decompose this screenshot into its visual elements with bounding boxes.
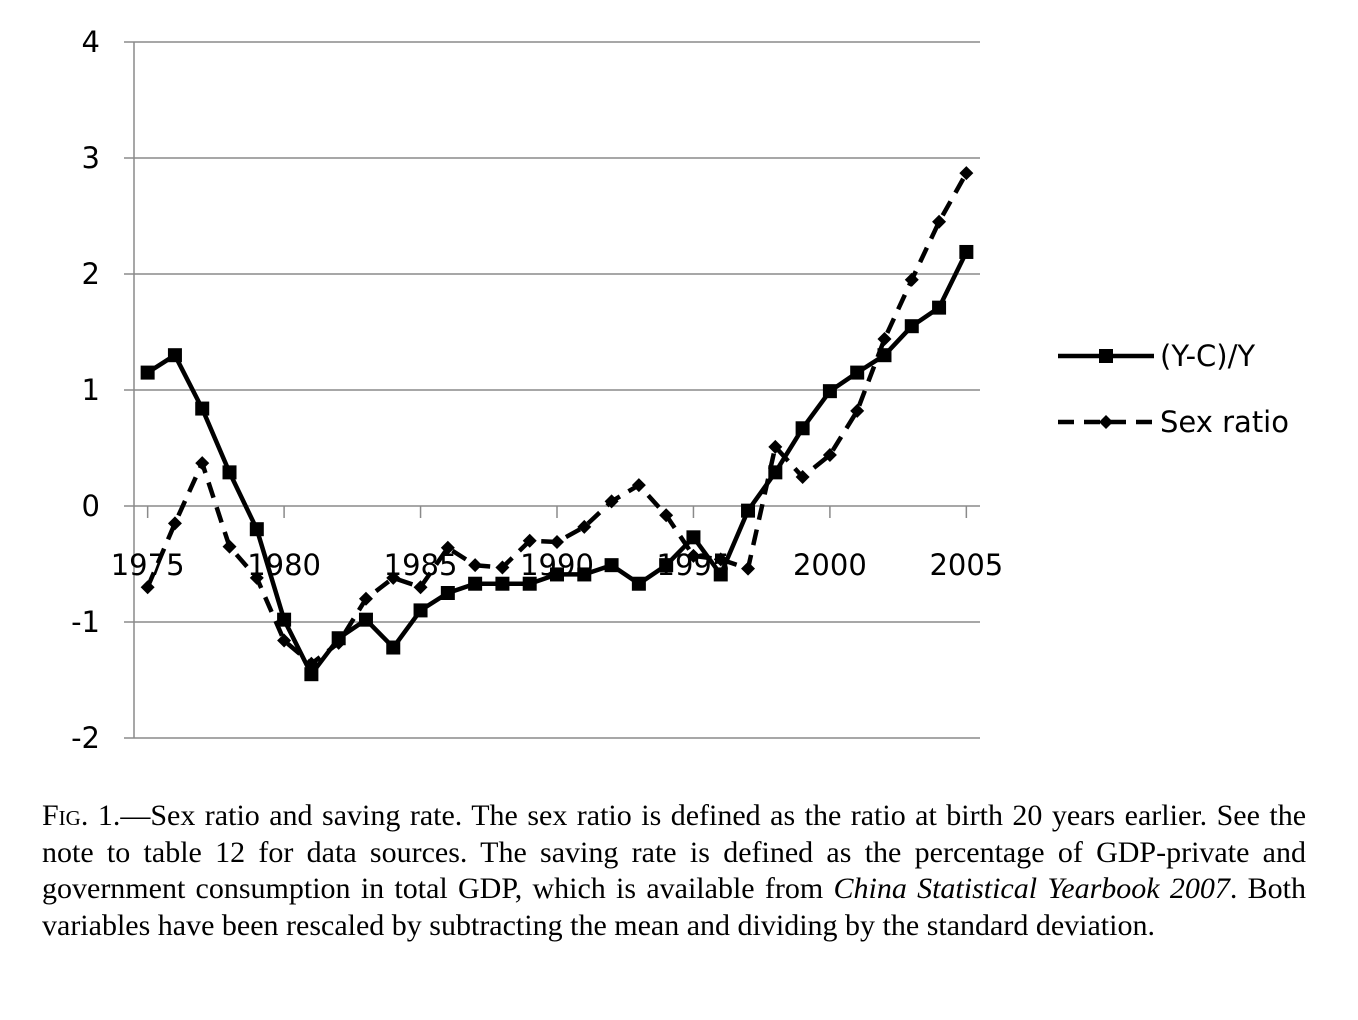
sex-ratio-point-1992 bbox=[604, 494, 619, 509]
saving-rate-point-1992 bbox=[604, 558, 619, 573]
sex-ratio-point-1987 bbox=[468, 558, 483, 573]
sex-ratio-point-1988 bbox=[495, 560, 510, 575]
saving-rate-point-1976 bbox=[167, 348, 182, 363]
x-tick-label: 1975 bbox=[111, 548, 185, 582]
gridlines bbox=[134, 41, 980, 739]
sex-ratio-point-2003 bbox=[904, 272, 919, 287]
sex-ratio-point-2005 bbox=[959, 166, 974, 181]
legend: (Y-C)/Y Sex ratio bbox=[1058, 339, 1289, 439]
saving-rate-point-1985 bbox=[413, 603, 428, 618]
sex-ratio-point-1989 bbox=[522, 533, 537, 548]
saving-rate-point-1997 bbox=[741, 503, 756, 518]
legend-label: (Y-C)/Y bbox=[1160, 339, 1255, 373]
caption-text-part1: —Sex ratio and saving rate. The sex rati… bbox=[42, 799, 1307, 905]
sex-ratio-point-1977 bbox=[195, 456, 210, 471]
saving-rate-point-1996 bbox=[713, 567, 728, 582]
caption-figure-label: Fig. 1. bbox=[42, 799, 121, 832]
caption-source-title: China Statistical Yearbook 2007 bbox=[833, 872, 1230, 905]
x-tick-label: 2000 bbox=[793, 548, 867, 582]
sex-ratio-point-1991 bbox=[577, 519, 592, 534]
saving-rate-point-1990 bbox=[550, 567, 564, 582]
sex-ratio-point-1995 bbox=[686, 548, 701, 563]
saving-rate-point-1981 bbox=[304, 667, 319, 682]
sex-ratio-point-2002 bbox=[877, 331, 892, 346]
saving-rate-point-1978 bbox=[222, 465, 237, 480]
sex-ratio-point-1976 bbox=[167, 516, 182, 531]
sex-ratio-point-1981 bbox=[304, 656, 319, 671]
saving-rate-point-1975 bbox=[140, 365, 155, 380]
saving-rate-point-2005 bbox=[959, 244, 974, 259]
figure-caption: Fig. 1.—Sex ratio and saving rate. The s… bbox=[42, 798, 1306, 944]
sex-ratio-point-1985 bbox=[413, 580, 428, 595]
sex-ratio-point-1980 bbox=[277, 633, 292, 648]
saving-rate-point-1999 bbox=[795, 421, 810, 436]
caption-text-part2: . Both variables have been rescaled by s… bbox=[42, 872, 1306, 942]
sex-ratio-point-2000 bbox=[822, 447, 837, 462]
saving-rate-point-2004 bbox=[932, 300, 947, 315]
legend-label: Sex ratio bbox=[1160, 405, 1289, 439]
saving-rate-point-2000 bbox=[822, 384, 837, 399]
saving-rate-point-1984 bbox=[386, 640, 401, 655]
y-tick-label: 0 bbox=[82, 489, 100, 523]
y-tick-labels: -2 -1 0 1 2 3 4 bbox=[71, 25, 100, 755]
x-tick-label: 2005 bbox=[929, 548, 1003, 582]
saving-rate-point-1988 bbox=[495, 576, 510, 591]
saving-rate-point-2003 bbox=[904, 319, 919, 334]
y-tick-label: 2 bbox=[82, 257, 100, 291]
legend-marker-diamond bbox=[1099, 415, 1113, 429]
saving-rate-point-1987 bbox=[468, 576, 483, 591]
y-tick-label: 3 bbox=[82, 141, 100, 175]
sex-ratio-point-1997 bbox=[741, 561, 756, 576]
saving-rate-point-1995 bbox=[686, 530, 701, 545]
sex-ratio-point-2004 bbox=[932, 214, 947, 229]
sex-ratio-point-1990 bbox=[550, 534, 564, 549]
sex-ratio-point-1999 bbox=[795, 470, 810, 484]
sex-ratio-point-1993 bbox=[631, 478, 646, 493]
series-layer bbox=[140, 166, 974, 682]
saving-rate-point-1993 bbox=[631, 576, 646, 591]
saving-rate-point-1991 bbox=[577, 567, 592, 582]
saving-rate-point-1989 bbox=[522, 576, 537, 591]
saving-rate-point-2001 bbox=[850, 365, 865, 380]
sex-ratio-point-1978 bbox=[222, 539, 237, 554]
sex-ratio-point-2001 bbox=[850, 403, 865, 418]
saving-rate-point-1986 bbox=[440, 586, 455, 600]
sex-ratio-point-1984 bbox=[386, 570, 401, 585]
saving-rate-point-1977 bbox=[195, 401, 210, 416]
y-tick-label: -2 bbox=[71, 721, 100, 755]
legend-marker-square bbox=[1099, 349, 1113, 363]
sex-ratio-point-1986 bbox=[440, 540, 455, 555]
saving-rate-point-1979 bbox=[249, 522, 264, 537]
sex-ratio-point-1994 bbox=[659, 508, 674, 523]
sex-ratio-point-1982 bbox=[331, 635, 346, 650]
sex-ratio-point-1998 bbox=[768, 439, 783, 454]
axes bbox=[124, 41, 968, 739]
saving-rate-point-1980 bbox=[277, 612, 292, 627]
y-tick-label: 4 bbox=[82, 25, 100, 59]
sex-ratio-point-1979 bbox=[249, 570, 264, 585]
saving-rate-point-1983 bbox=[358, 612, 373, 627]
saving-rate-point-1994 bbox=[659, 558, 674, 573]
y-tick-label: -1 bbox=[71, 605, 100, 639]
series-line-sex-ratio bbox=[145, 171, 969, 667]
sex-ratio-point-1983 bbox=[358, 591, 373, 606]
y-tick-label: 1 bbox=[82, 373, 100, 407]
sex-ratio-point-1996 bbox=[713, 552, 728, 567]
sex-ratio-point-1975 bbox=[140, 580, 155, 595]
